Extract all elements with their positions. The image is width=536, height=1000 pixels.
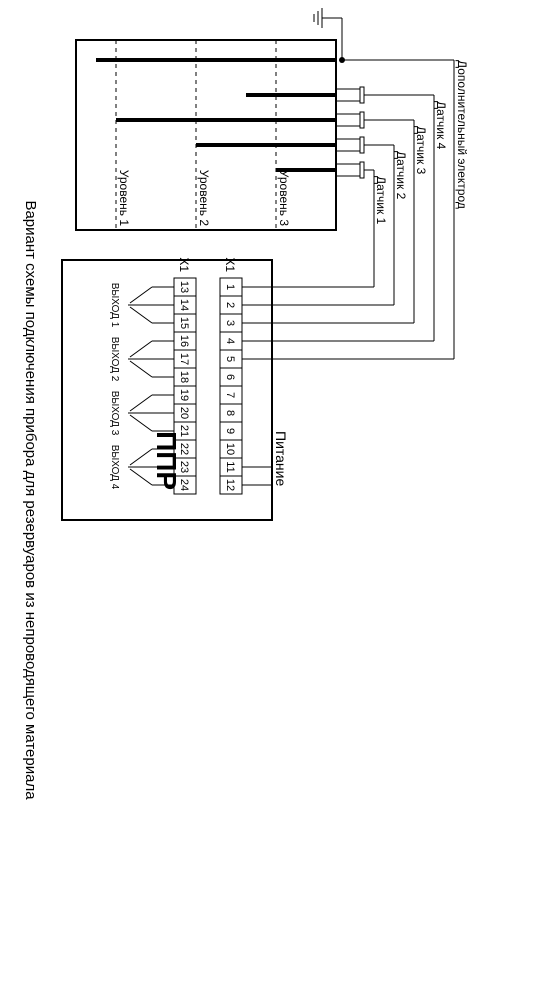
term-bot-num-24: 24 <box>178 479 190 491</box>
term-top-num-6: 6 <box>224 374 236 380</box>
term-bot-num-19: 19 <box>178 389 190 401</box>
sensor-head-d4 <box>336 89 360 101</box>
term-top-num-2: 2 <box>224 302 236 308</box>
term-top-num-4: 4 <box>224 338 236 344</box>
term-bot-num-16: 16 <box>178 335 190 347</box>
output-label-o4: ВЫХОД 4 <box>109 445 120 490</box>
output-label-o2: ВЫХОД 2 <box>109 337 120 382</box>
term-top-num-10: 10 <box>224 443 236 455</box>
output-label-o3: ВЫХОД 3 <box>109 391 120 436</box>
sensor-cap-d1 <box>360 162 364 178</box>
level-label-l1: Уровень 1 <box>117 170 131 227</box>
term-bot-num-15: 15 <box>178 317 190 329</box>
sensor-head-d2 <box>336 139 360 151</box>
term-bot-num-14: 14 <box>178 299 190 311</box>
term-top-num-8: 8 <box>224 410 236 416</box>
sensor-label-d1: Датчик 1 <box>374 176 388 225</box>
sensor-head-d1 <box>336 164 360 176</box>
extra-electrode-label: Дополнительный электрод <box>455 60 469 209</box>
term-top-num-5: 5 <box>224 356 236 362</box>
term-top-num-12: 12 <box>224 479 236 491</box>
x1-top: X1 <box>223 257 237 272</box>
term-top-num-9: 9 <box>224 428 236 434</box>
term-top-num-1: 1 <box>224 284 236 290</box>
sensor-label-d4: Датчик 4 <box>434 101 448 150</box>
term-top-num-11: 11 <box>224 461 236 472</box>
sensor-cap-d4 <box>360 87 364 103</box>
term-top-num-3: 3 <box>224 320 236 326</box>
power-label: Питание <box>273 431 289 486</box>
term-bot-num-18: 18 <box>178 371 190 383</box>
term-top-num-7: 7 <box>224 392 236 398</box>
level-label-l3: Уровень 3 <box>277 170 291 227</box>
sensor-cap-d2 <box>360 137 364 153</box>
level-label-l2: Уровень 2 <box>197 170 211 227</box>
output-label-o1: ВЫХОД 1 <box>109 283 120 328</box>
term-bot-num-23: 23 <box>178 461 190 473</box>
sensor-cap-d3 <box>360 112 364 128</box>
term-bot-num-20: 20 <box>178 407 190 419</box>
sensor-label-d2: Датчик 2 <box>394 151 408 200</box>
term-bot-num-22: 22 <box>178 443 190 455</box>
diagram-title: Вариант схемы подключения прибора для ре… <box>22 200 39 800</box>
term-bot-num-21: 21 <box>178 425 190 437</box>
x1-bot: X1 <box>177 257 191 272</box>
sensor-label-d3: Датчик 3 <box>414 126 428 175</box>
sensor-head-d3 <box>336 114 360 126</box>
term-bot-num-13: 13 <box>178 281 190 293</box>
term-bot-num-17: 17 <box>178 353 190 365</box>
